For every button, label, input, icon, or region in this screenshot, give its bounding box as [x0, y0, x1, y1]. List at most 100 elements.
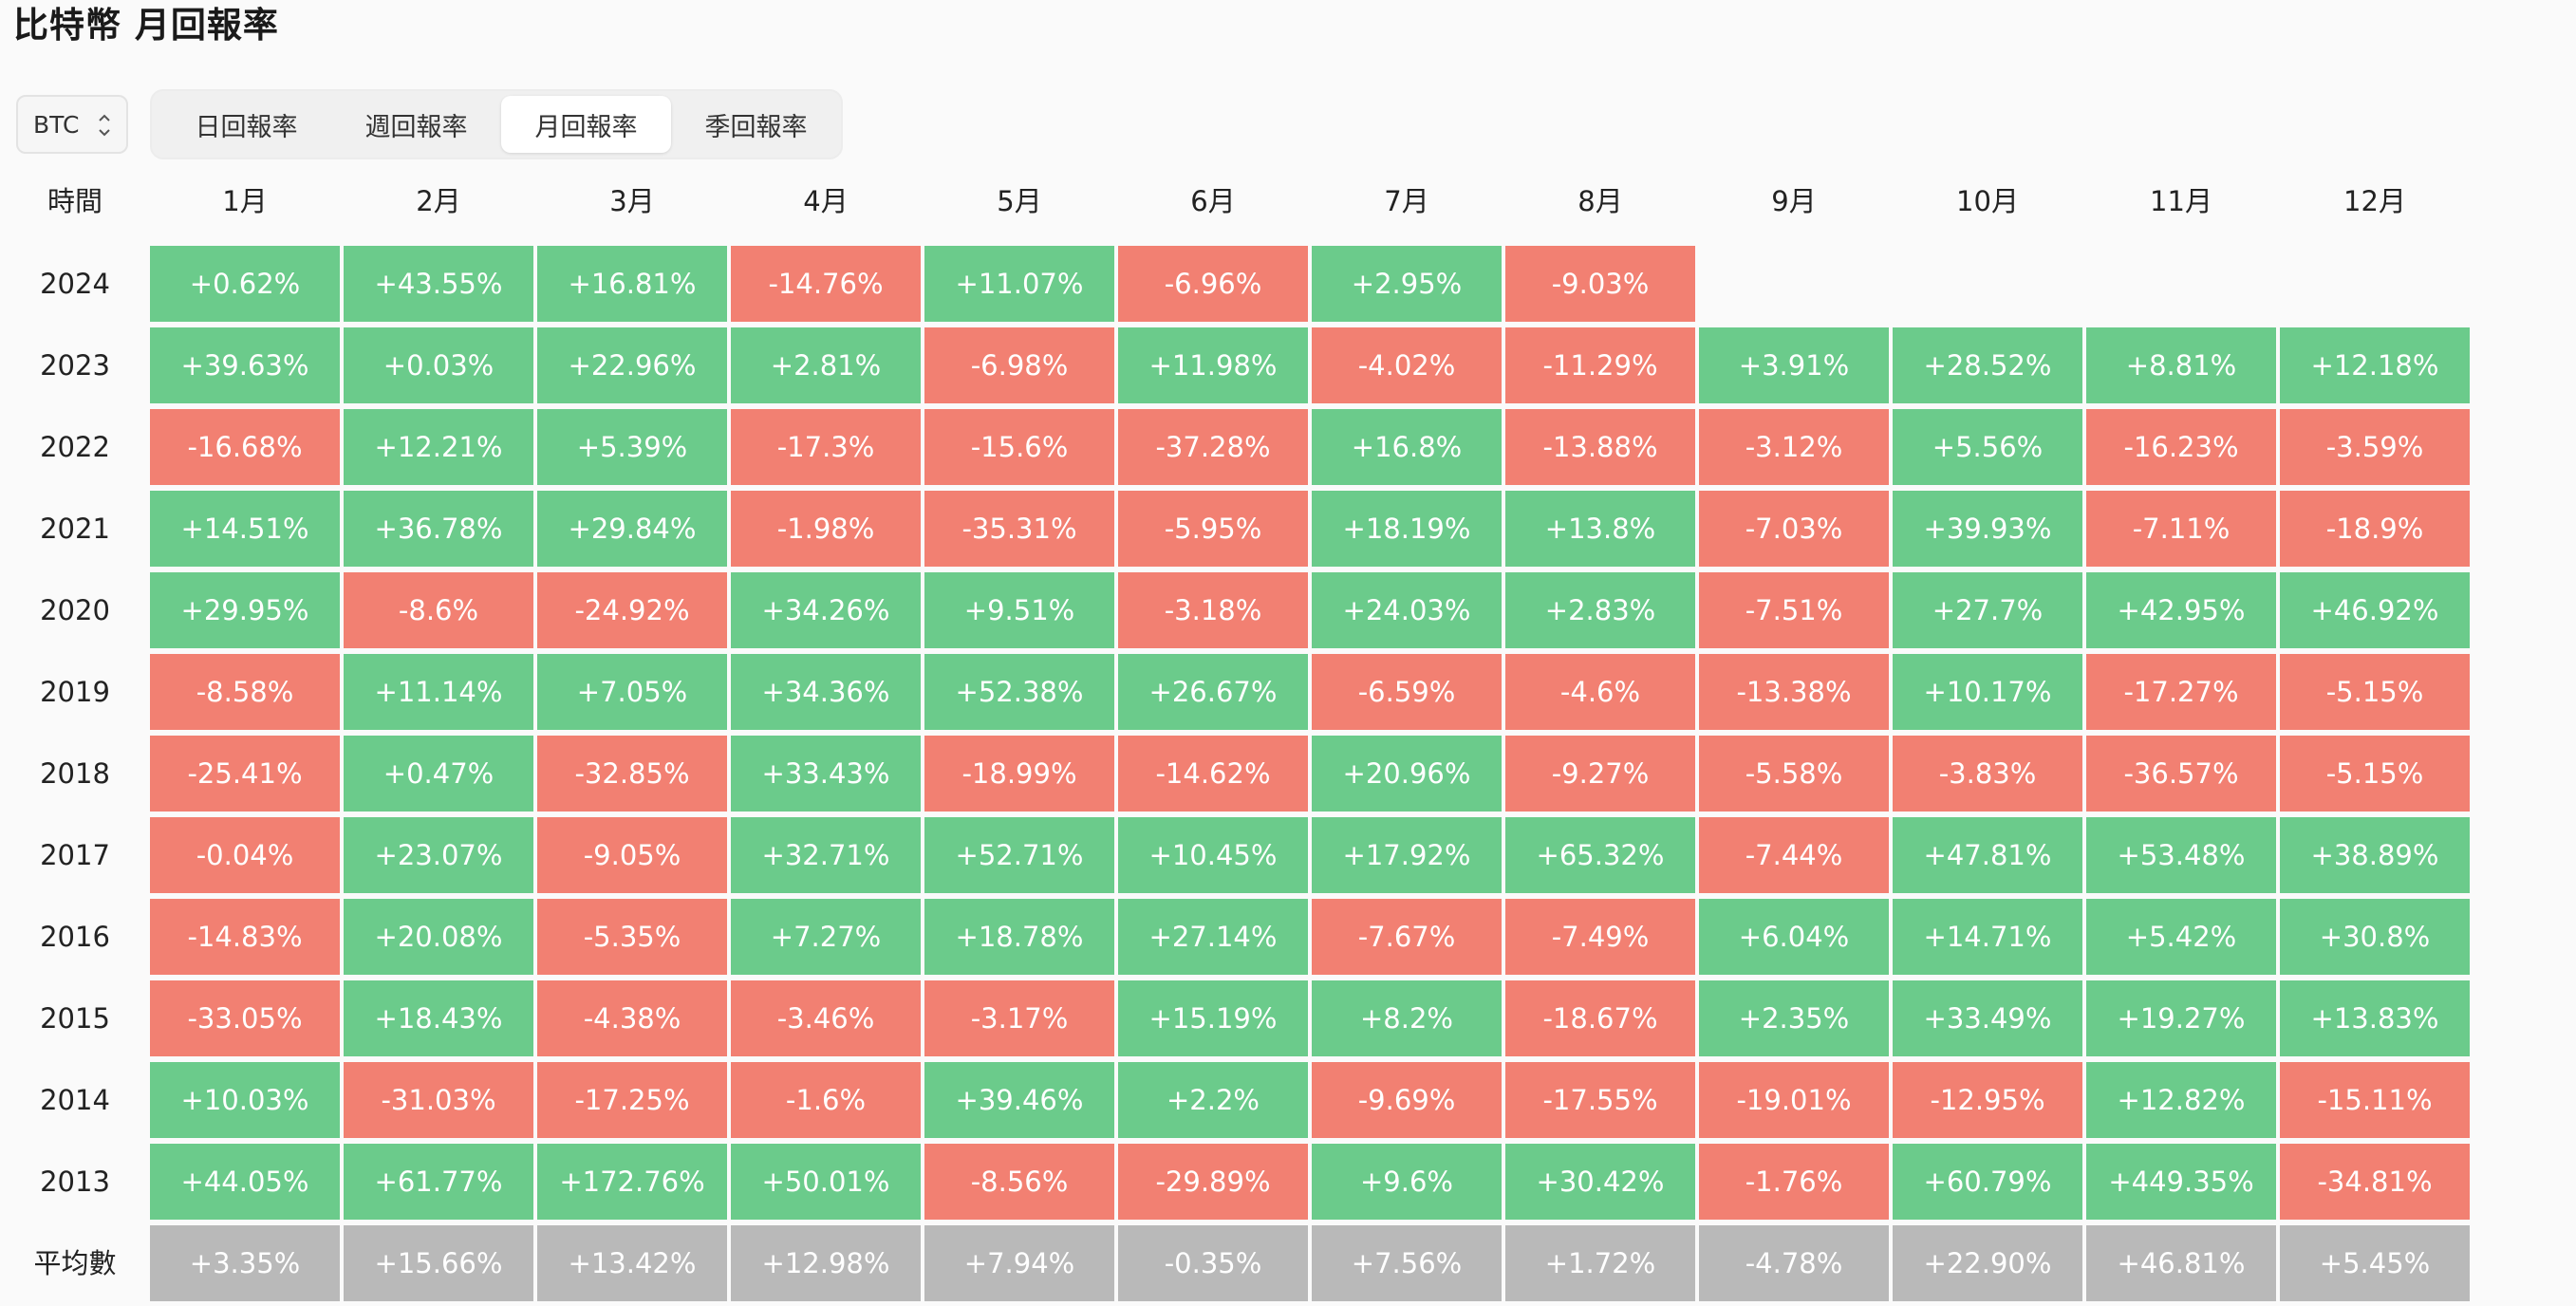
return-cell: -16.68% [150, 409, 340, 485]
return-cell: +12.82% [2086, 1062, 2276, 1138]
return-cell: +24.03% [1312, 572, 1502, 648]
return-cell: +2.35% [1699, 980, 1889, 1056]
return-cell: +65.32% [1505, 817, 1695, 893]
return-cell: -18.67% [1505, 980, 1695, 1056]
return-cell: +27.7% [1893, 572, 2082, 648]
year-row: 2015 -33.05% +18.43% -4.38% -3.46% -3.17% +15.… [0, 978, 2576, 1059]
return-cell: -5.95% [1118, 491, 1308, 567]
return-cell: +33.49% [1893, 980, 2082, 1056]
return-cell: +16.81% [537, 246, 727, 322]
return-cell: -7.11% [2086, 491, 2276, 567]
return-cell: +5.39% [537, 409, 727, 485]
return-cell: +17.92% [1312, 817, 1502, 893]
return-cell: -17.27% [2086, 654, 2276, 730]
return-cell: -15.11% [2280, 1062, 2470, 1138]
average-cell: +15.66% [344, 1225, 533, 1301]
return-cell: -1.6% [731, 1062, 921, 1138]
return-cell: +19.27% [2086, 980, 2276, 1056]
year-row: 2016 -14.83% +20.08% -5.35% +7.27% +18.78% +27… [0, 896, 2576, 978]
year-row: 2023 +39.63% +0.03% +22.96% +2.81% -6.98% +11.… [0, 325, 2576, 406]
average-cell: +7.56% [1312, 1225, 1502, 1301]
return-cell: +6.04% [1699, 899, 1889, 975]
coin-select-value: BTC [33, 110, 80, 139]
return-cell: -3.83% [1893, 736, 2082, 812]
return-cell: -37.28% [1118, 409, 1308, 485]
return-cell: +7.27% [731, 899, 921, 975]
page-title: 比特幣 月回報率 [13, 5, 279, 46]
year-row: 2018 -25.41% +0.47% -32.85% +33.43% -18.99% -1… [0, 733, 2576, 814]
return-cell: +0.47% [344, 736, 533, 812]
return-cell: +43.55% [344, 246, 533, 322]
return-cell: +18.78% [924, 899, 1114, 975]
return-cell: -34.81% [2280, 1144, 2470, 1220]
return-cell: -3.12% [1699, 409, 1889, 485]
return-cell: -31.03% [344, 1062, 533, 1138]
return-cell: +11.98% [1118, 327, 1308, 403]
return-cell: -7.67% [1312, 899, 1502, 975]
return-cell: +20.08% [344, 899, 533, 975]
average-row: 平均數 +3.35% +15.66% +13.42% +12.98% +7.94% -0.3… [0, 1222, 2576, 1304]
year-row: 2019 -8.58% +11.14% +7.05% +34.36% +52.38% +26… [0, 651, 2576, 733]
return-cell: +29.84% [537, 491, 727, 567]
return-cell: -17.3% [731, 409, 921, 485]
return-cell: +0.03% [344, 327, 533, 403]
return-cell: -17.25% [537, 1062, 727, 1138]
return-cell: +32.71% [731, 817, 921, 893]
month-header: 2月 [416, 185, 461, 217]
return-cell: +50.01% [731, 1144, 921, 1220]
tab-monthly-return[interactable]: 月回報率 [501, 96, 671, 153]
year-label: 2014 [40, 1084, 110, 1116]
return-cell: -25.41% [150, 736, 340, 812]
average-cell: +3.35% [150, 1225, 340, 1301]
return-cell: +10.45% [1118, 817, 1308, 893]
year-label: 2022 [40, 431, 110, 463]
year-label: 2019 [40, 676, 110, 708]
return-cell: -19.01% [1699, 1062, 1889, 1138]
tab-quarterly-return[interactable]: 季回報率 [671, 96, 841, 153]
return-cell: -8.56% [924, 1144, 1114, 1220]
year-label: 2024 [40, 268, 110, 300]
year-label: 2013 [40, 1166, 110, 1198]
return-cell: +26.67% [1118, 654, 1308, 730]
return-cell: +18.19% [1312, 491, 1502, 567]
return-cell: +60.79% [1893, 1144, 2082, 1220]
return-cell: -17.55% [1505, 1062, 1695, 1138]
return-cell: +0.62% [150, 246, 340, 322]
return-cell: -35.31% [924, 491, 1114, 567]
return-cell: +8.2% [1312, 980, 1502, 1056]
return-cell: +52.71% [924, 817, 1114, 893]
month-header: 12月 [2343, 185, 2406, 217]
return-cell: +13.8% [1505, 491, 1695, 567]
return-cell: -7.03% [1699, 491, 1889, 567]
average-cell: +22.90% [1893, 1225, 2082, 1301]
return-cell: -0.04% [150, 817, 340, 893]
return-cell: +2.81% [731, 327, 921, 403]
month-header: 1月 [222, 185, 268, 217]
return-cell: -18.9% [2280, 491, 2470, 567]
tab-daily-return[interactable]: 日回報率 [161, 96, 331, 153]
return-cell: -7.49% [1505, 899, 1695, 975]
month-header: 6月 [1190, 185, 1236, 217]
return-cell: +53.48% [2086, 817, 2276, 893]
year-label: 2021 [40, 513, 110, 545]
tab-label: 週回報率 [364, 112, 468, 142]
return-cell: +12.18% [2280, 327, 2470, 403]
tab-label: 月回報率 [534, 112, 638, 142]
return-cell: -5.15% [2280, 654, 2470, 730]
month-header: 9月 [1771, 185, 1817, 217]
return-cell: +46.92% [2280, 572, 2470, 648]
year-row: 2024 +0.62% +43.55% +16.81% -14.76% +11.07% -6… [0, 243, 2576, 325]
average-cell: +7.94% [924, 1225, 1114, 1301]
return-cell: +38.89% [2280, 817, 2470, 893]
year-row: 2014 +10.03% -31.03% -17.25% -1.6% +39.46% +2.… [0, 1059, 2576, 1141]
return-cell: +172.76% [537, 1144, 727, 1220]
return-cell: +11.07% [924, 246, 1114, 322]
tab-weekly-return[interactable]: 週回報率 [331, 96, 501, 153]
corner-label: 時間 [47, 185, 103, 217]
return-cell: +15.19% [1118, 980, 1308, 1056]
coin-select[interactable]: BTC [16, 95, 128, 154]
return-cell: +39.93% [1893, 491, 2082, 567]
average-cell: +5.45% [2280, 1225, 2470, 1301]
return-cell: +61.77% [344, 1144, 533, 1220]
return-cell: -18.99% [924, 736, 1114, 812]
